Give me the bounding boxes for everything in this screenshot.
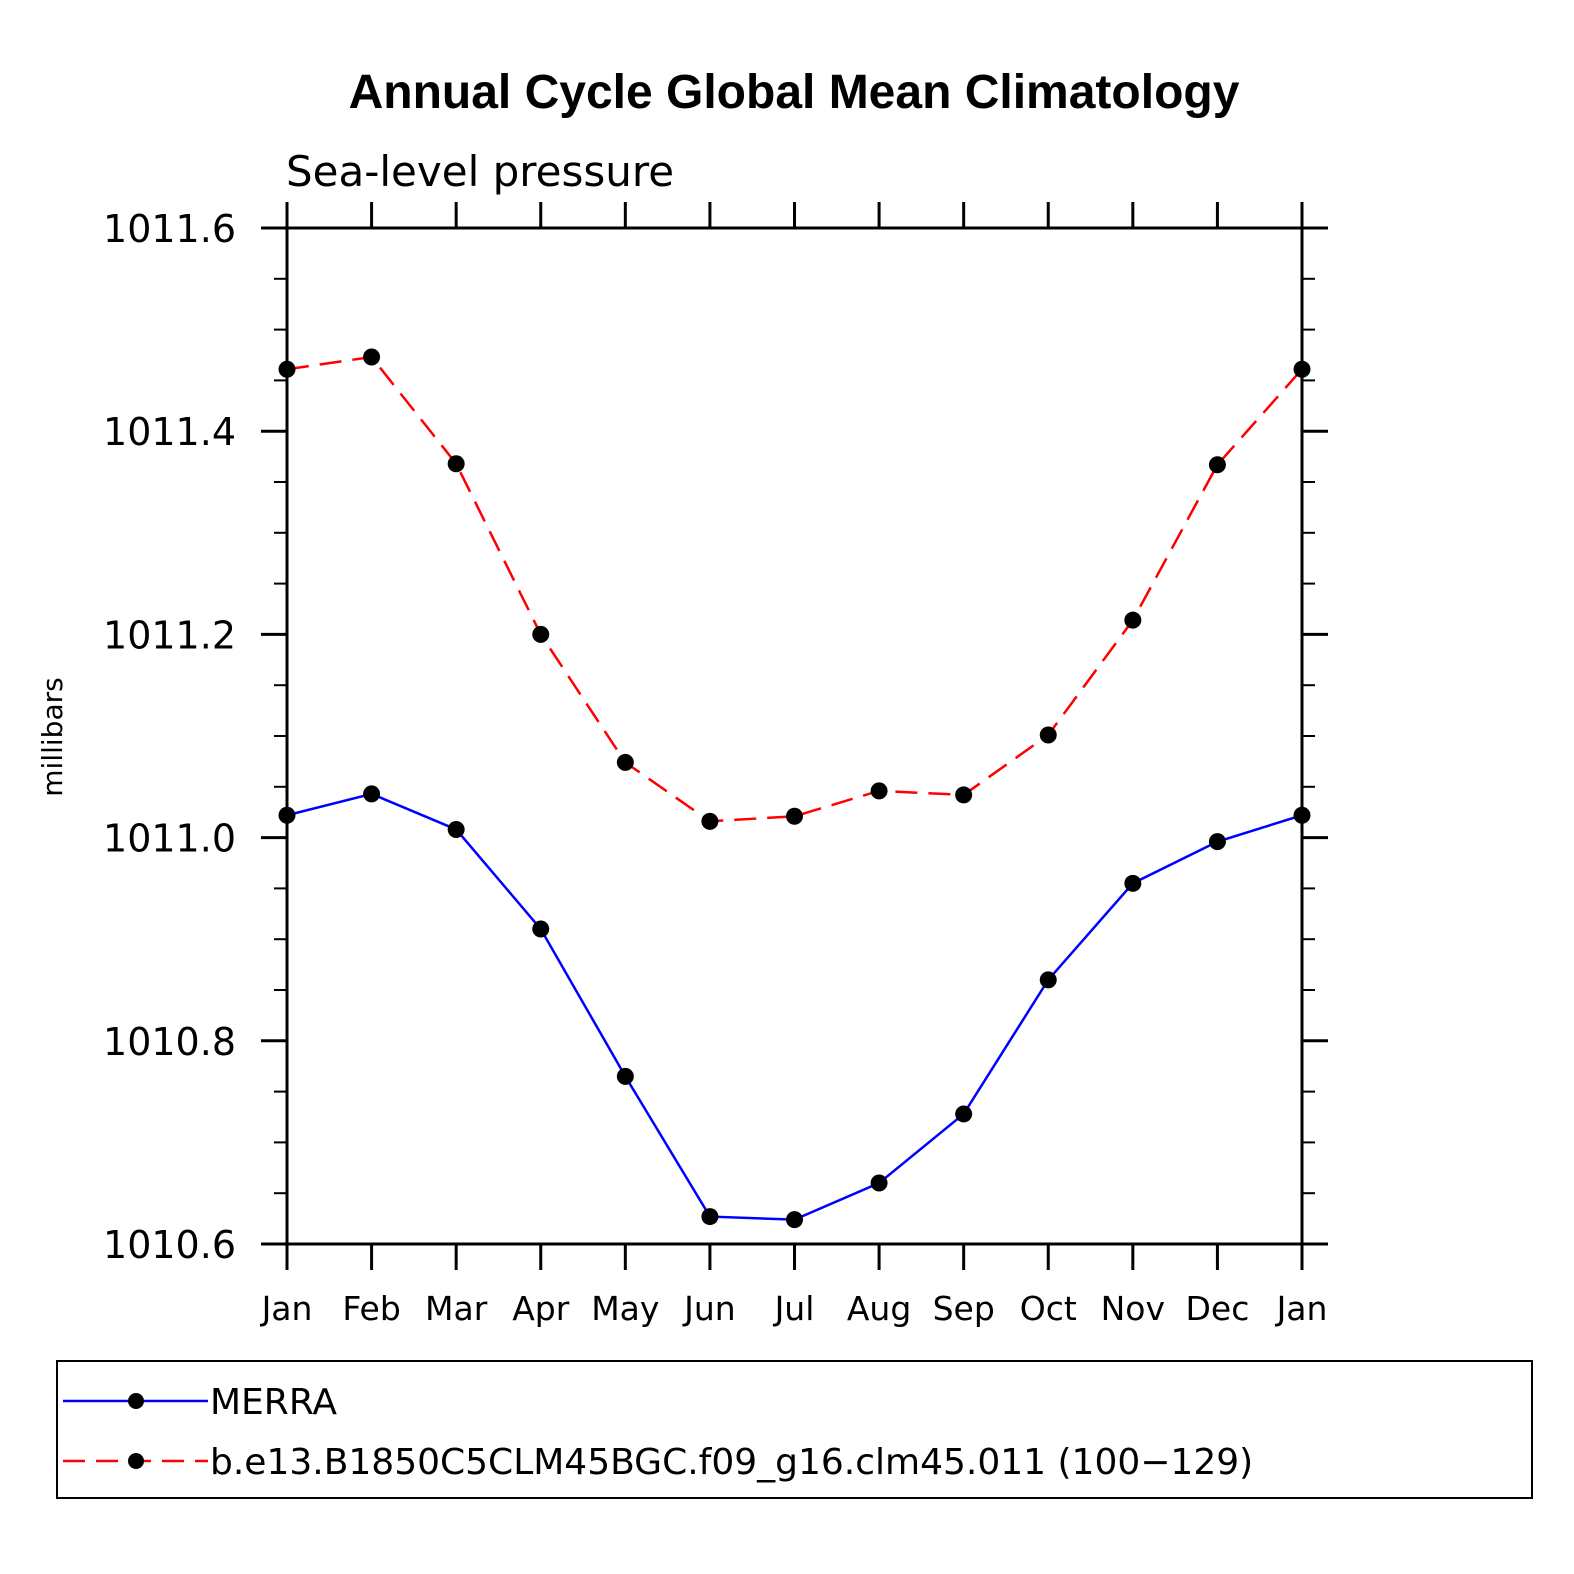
series-line-1 [286, 355, 1303, 823]
series-1-point [701, 812, 719, 830]
chart-subtitle: Sea-level pressure [286, 147, 674, 196]
series-1-point [870, 782, 888, 800]
legend-box [56, 1360, 1533, 1499]
legend: MERRA b.e13.B1850C5CLM45BGC.f09_g16.clm4… [56, 1360, 1533, 1499]
x-tick-label: Jul [773, 1289, 815, 1328]
x-tick-label: Jan [1275, 1289, 1328, 1328]
legend-marker-merra [128, 1393, 144, 1409]
y-tick-label: 1011.6 [103, 207, 236, 251]
series-1-point [1293, 360, 1311, 378]
series-1-point [278, 360, 296, 378]
series-0-point [363, 785, 381, 803]
x-tick-label: Apr [512, 1289, 570, 1328]
x-tick-label: Mar [425, 1289, 488, 1328]
y-tick-label: 1011.2 [103, 613, 236, 657]
axis-ticks [261, 202, 1328, 1270]
plot-frame [285, 226, 1304, 1246]
y-tick-label: 1011.0 [103, 817, 236, 861]
x-tick-label: Oct [1020, 1289, 1077, 1328]
x-tick-label: May [591, 1289, 659, 1328]
y-tick-label: 1010.6 [103, 1223, 236, 1267]
legend-label-model: b.e13.B1850C5CLM45BGC.f09_g16.clm45.011 … [210, 1442, 1253, 1483]
series-0-point [1208, 833, 1226, 851]
series-1-point [1039, 726, 1057, 744]
y-tick-label: 1010.8 [103, 1020, 236, 1064]
series-0-point [1124, 874, 1142, 892]
series-1-point [447, 455, 465, 473]
series-group [278, 348, 1311, 1229]
series-1-point [363, 348, 381, 366]
x-tick-label: Jun [682, 1289, 736, 1328]
x-tick-label: Feb [342, 1289, 400, 1328]
series-0-point [532, 920, 550, 938]
series-1-point [1124, 611, 1142, 629]
y-axis-label: millibars [36, 677, 69, 796]
x-tick-label: Aug [847, 1289, 911, 1328]
series-0-point [278, 806, 296, 824]
series-line-0 [286, 792, 1303, 1221]
series-0-point [701, 1208, 719, 1226]
series-0-point [447, 820, 465, 838]
legend-label-merra: MERRA [210, 1382, 337, 1423]
x-tick-label: Dec [1185, 1289, 1249, 1328]
y-tick-labels: 1010.6 1010.8 1011.0 1011.2 1011.4 1011.6 [103, 207, 236, 1267]
chart-title: Annual Cycle Global Mean Climatology [349, 66, 1240, 119]
x-tick-label: Nov [1101, 1289, 1165, 1328]
y-tick-label: 1011.4 [103, 410, 236, 454]
series-0-point [1293, 806, 1311, 824]
x-tick-labels: Jan Feb Mar Apr May Jun Jul Aug Sep Oct Nov Dec Jan [260, 1289, 1328, 1328]
series-0-point [786, 1211, 803, 1229]
x-tick-label: Sep [933, 1289, 995, 1328]
series-1-point [616, 753, 634, 771]
series-0-point [1039, 971, 1057, 989]
series-0-point [955, 1105, 973, 1123]
series-1-point [532, 625, 550, 643]
series-1-point [955, 786, 973, 804]
series-1-point [786, 807, 803, 825]
x-tick-label: Jan [260, 1289, 313, 1328]
series-1-point [1208, 456, 1226, 474]
legend-marker-model [128, 1453, 144, 1469]
series-0-point [870, 1174, 888, 1192]
series-0-point [616, 1067, 634, 1085]
